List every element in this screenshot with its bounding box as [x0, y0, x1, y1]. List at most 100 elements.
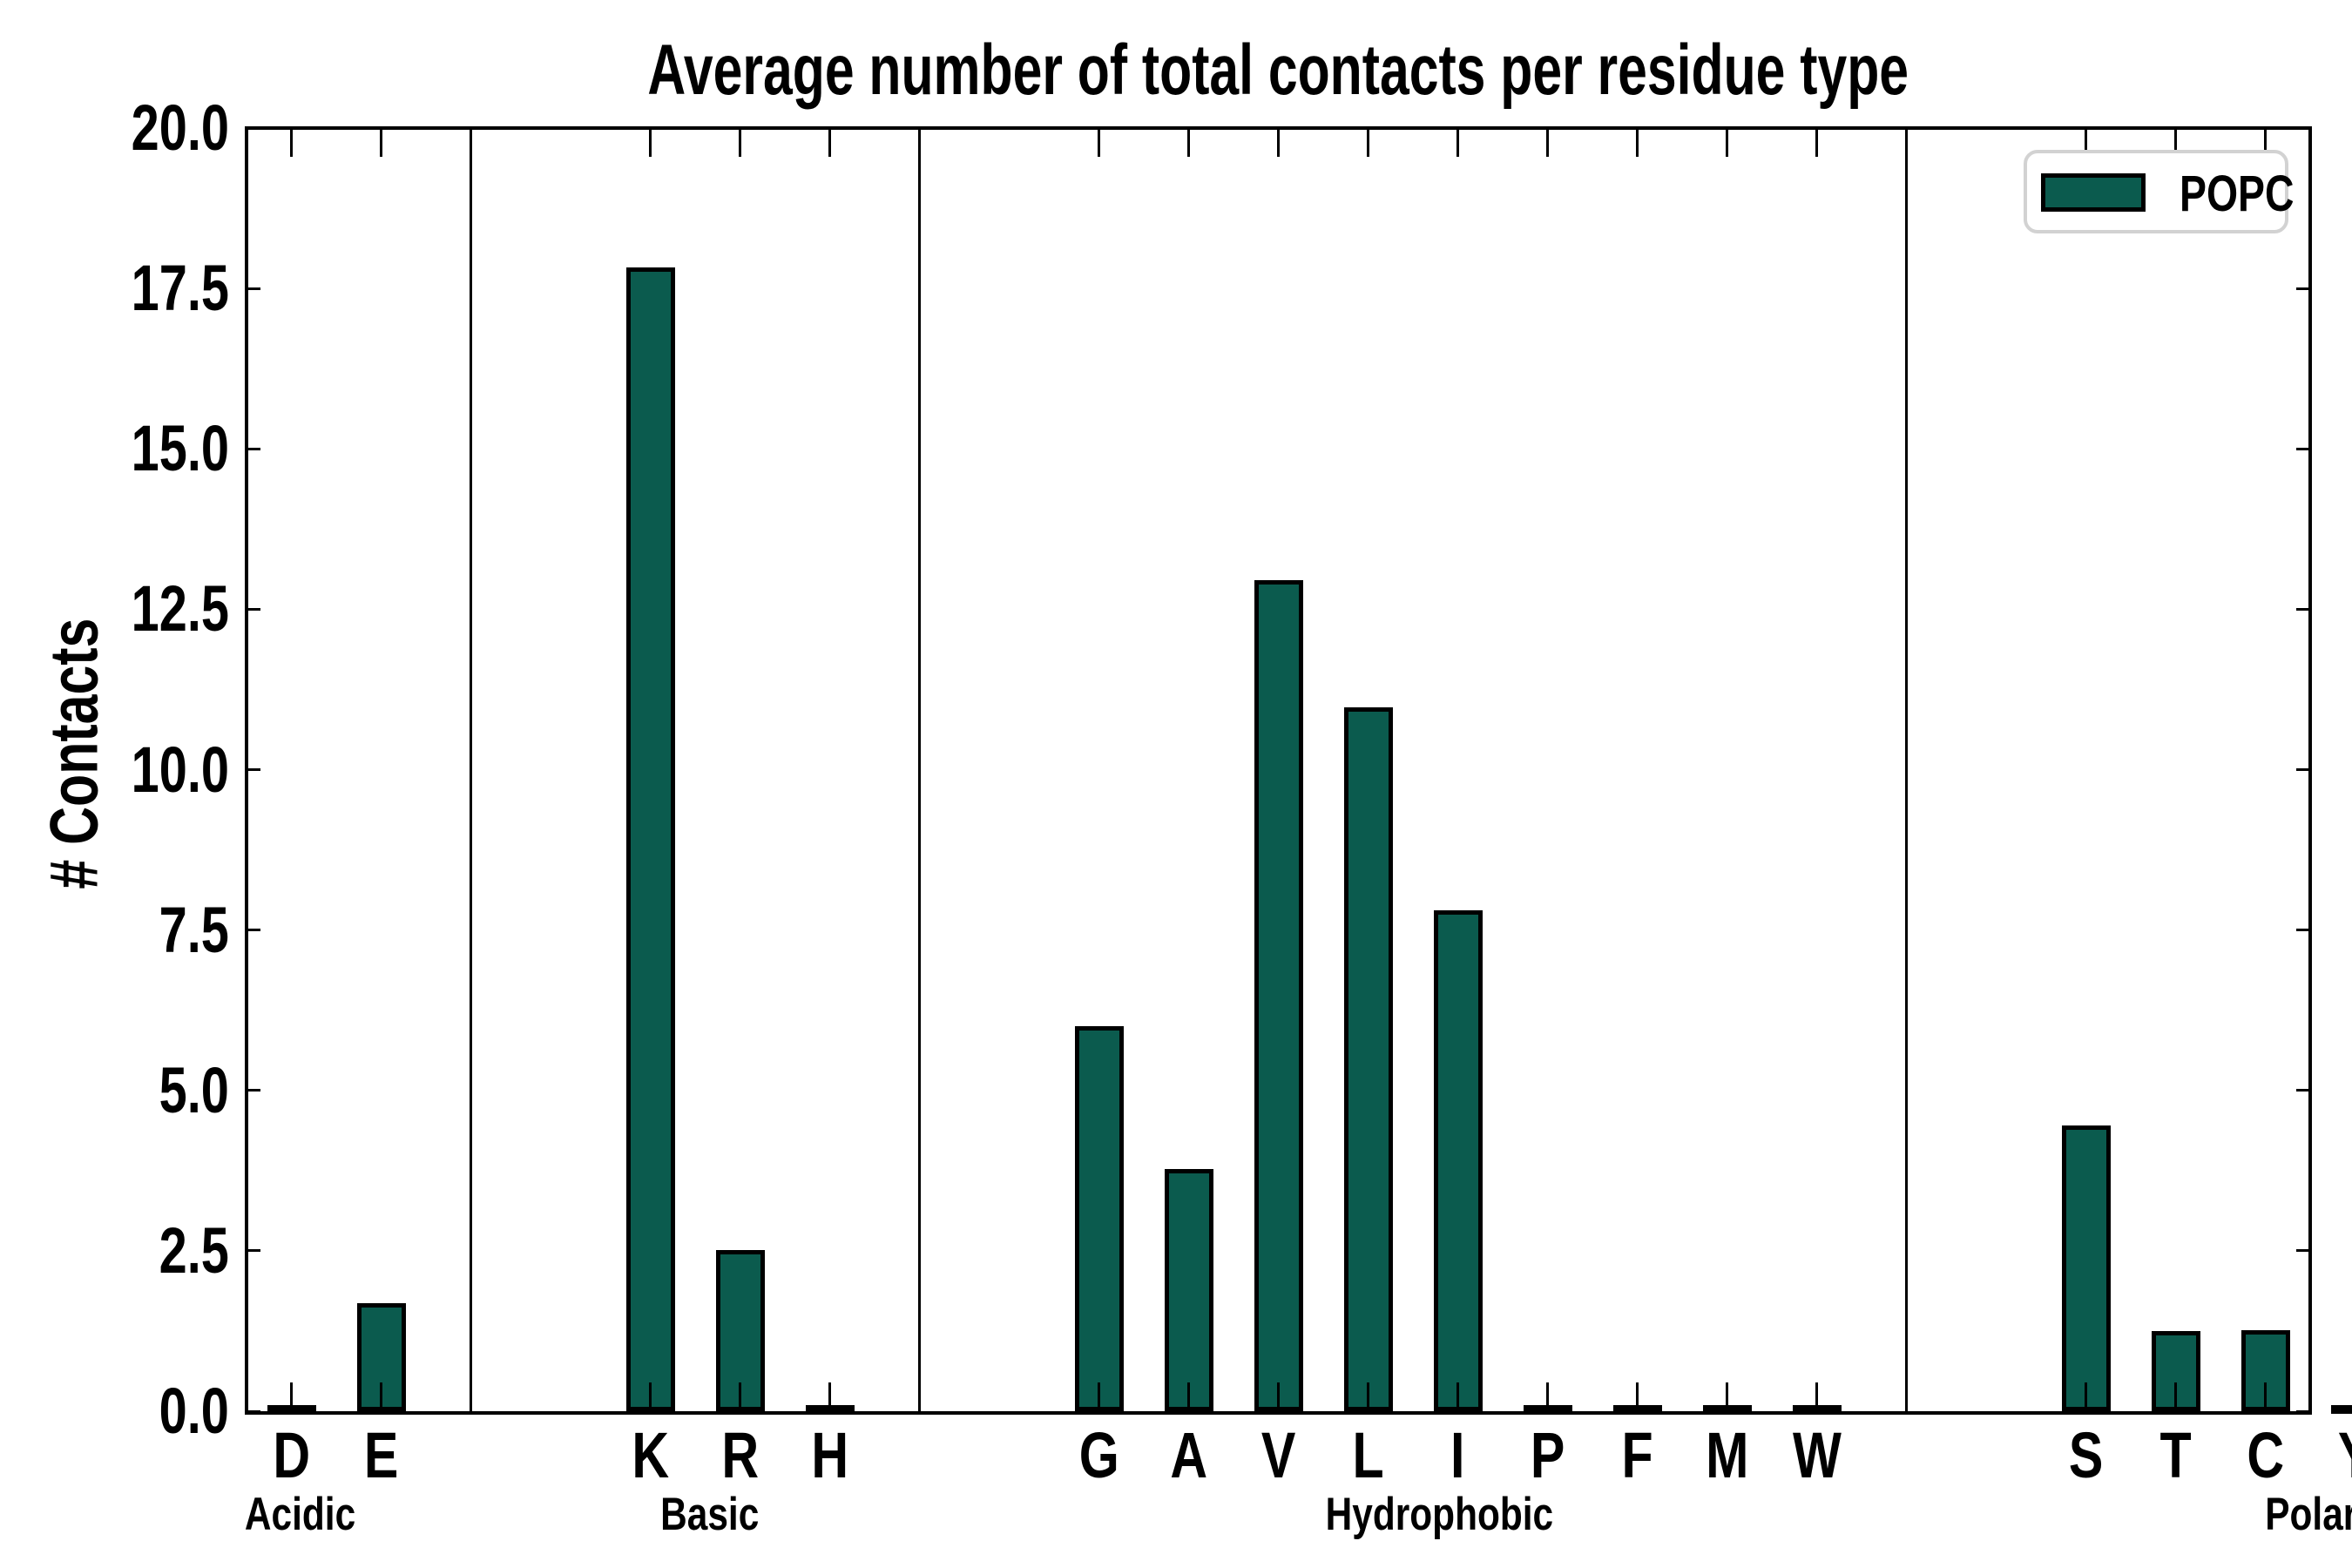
- legend: POPC: [2024, 150, 2295, 233]
- y-tick-left: [247, 607, 260, 611]
- x-tick-top-C: [2264, 128, 2267, 157]
- bar-L: [1343, 707, 1393, 1411]
- x-tick-bottom-M: [1726, 1382, 1728, 1411]
- x-tick-top-G: [1098, 128, 1100, 157]
- x-tick-top-I: [1456, 128, 1459, 157]
- x-tick-top-S: [2085, 128, 2087, 157]
- y-tick-right: [2296, 607, 2310, 611]
- x-tick-label-E: E: [363, 1419, 399, 1491]
- x-tick-bottom-H: [828, 1382, 831, 1411]
- x-tick-bottom-D: [290, 1382, 293, 1411]
- y-tick-right: [2296, 1249, 2310, 1253]
- x-tick-label-I: I: [1450, 1419, 1465, 1491]
- x-tick-label-P: P: [1530, 1419, 1565, 1491]
- x-tick-top-D: [290, 128, 293, 157]
- x-tick-top-M: [1726, 128, 1728, 157]
- group-label-polar: Polar: [2264, 1489, 2352, 1540]
- x-tick-top-R: [739, 128, 741, 157]
- x-tick-label-R: R: [721, 1419, 759, 1491]
- x-tick-label-H: H: [811, 1419, 848, 1491]
- y-tick-left: [247, 1249, 260, 1253]
- bar-V: [1254, 579, 1303, 1411]
- bar-E: [356, 1303, 406, 1411]
- x-tick-label-W: W: [1792, 1419, 1842, 1491]
- y-tick-left: [247, 287, 260, 290]
- x-tick-label-K: K: [632, 1419, 669, 1491]
- chart-title: Average number of total contacts per res…: [647, 30, 1909, 110]
- x-tick-top-P: [1546, 128, 1549, 157]
- x-tick-top-H: [828, 128, 831, 157]
- y-tick-label: 15.0: [131, 412, 229, 485]
- y-tick-left: [247, 1409, 260, 1413]
- y-tick-label: 12.5: [131, 572, 229, 645]
- x-tick-label-S: S: [2068, 1419, 2104, 1491]
- y-tick-label: 10.0: [131, 733, 229, 806]
- y-tick-label: 5.0: [159, 1053, 229, 1126]
- x-tick-bottom-T: [2174, 1382, 2177, 1411]
- bar-K: [625, 267, 675, 1411]
- y-tick-right: [2296, 768, 2310, 771]
- y-tick-right: [2296, 1089, 2310, 1092]
- y-tick-left: [247, 929, 260, 932]
- y-tick-label: 20.0: [131, 91, 229, 164]
- x-tick-label-C: C: [2247, 1419, 2284, 1491]
- y-tick-left: [247, 768, 260, 771]
- x-tick-bottom-R: [739, 1382, 741, 1411]
- x-tick-top-F: [1636, 128, 1639, 157]
- legend-swatch-popc: [2041, 173, 2146, 212]
- x-tick-bottom-V: [1277, 1382, 1280, 1411]
- x-tick-label-A: A: [1170, 1419, 1207, 1491]
- x-tick-top-T: [2174, 128, 2177, 157]
- legend-label: POPC: [2180, 165, 2295, 222]
- x-tick-bottom-C: [2264, 1382, 2267, 1411]
- y-tick-label: 2.5: [159, 1213, 229, 1287]
- y-tick-label: 0.0: [159, 1375, 229, 1447]
- x-tick-bottom-L: [1367, 1382, 1369, 1411]
- y-tick-right: [2296, 1409, 2310, 1413]
- y-tick-right: [2296, 447, 2310, 450]
- x-tick-label-D: D: [273, 1419, 310, 1491]
- bar-G: [1074, 1026, 1124, 1411]
- x-tick-top-W: [1815, 128, 1818, 157]
- group-label-hydrophobic: Hydrophobic: [1325, 1489, 1554, 1540]
- group-divider: [470, 128, 472, 1411]
- x-tick-bottom-W: [1815, 1382, 1818, 1411]
- x-tick-label-G: G: [1078, 1419, 1119, 1491]
- x-tick-label-V: V: [1260, 1419, 1296, 1491]
- y-tick-right: [2296, 287, 2310, 290]
- y-tick-left: [247, 126, 260, 130]
- y-tick-label: 17.5: [131, 252, 229, 325]
- y-tick-right: [2296, 929, 2310, 932]
- x-tick-top-L: [1367, 128, 1369, 157]
- bar-I: [1433, 909, 1483, 1411]
- x-tick-label-T: T: [2159, 1419, 2192, 1491]
- group-label-acidic: Acidic: [245, 1489, 356, 1540]
- x-tick-bottom-I: [1456, 1382, 1459, 1411]
- x-tick-top-K: [649, 128, 652, 157]
- group-divider: [1905, 128, 1908, 1411]
- x-tick-top-V: [1277, 128, 1280, 157]
- x-tick-bottom-K: [649, 1382, 652, 1411]
- x-tick-top-E: [380, 128, 382, 157]
- y-tick-right: [2296, 126, 2310, 130]
- group-label-basic: Basic: [659, 1489, 760, 1540]
- x-tick-label-M: M: [1705, 1419, 1749, 1491]
- y-tick-label: 7.5: [159, 893, 229, 966]
- bar-S: [2061, 1125, 2111, 1411]
- x-tick-label-Y: Y: [2303, 1423, 2352, 1488]
- y-tick-left: [247, 447, 260, 450]
- x-tick-bottom-A: [1187, 1382, 1190, 1411]
- y-tick-left: [247, 1089, 260, 1092]
- bar-Y: [2330, 1405, 2352, 1414]
- bar-A: [1164, 1168, 1213, 1411]
- x-tick-bottom-G: [1098, 1382, 1100, 1411]
- x-tick-bottom-S: [2085, 1382, 2087, 1411]
- group-divider: [918, 128, 921, 1411]
- x-tick-top-A: [1187, 128, 1190, 157]
- x-tick-bottom-E: [380, 1382, 382, 1411]
- x-tick-bottom-F: [1636, 1382, 1639, 1411]
- x-tick-bottom-P: [1546, 1382, 1549, 1411]
- x-tick-label-F: F: [1621, 1419, 1653, 1491]
- x-tick-label-L: L: [1352, 1419, 1384, 1491]
